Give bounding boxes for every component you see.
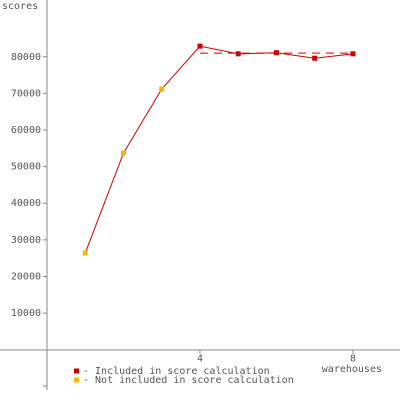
data-point xyxy=(235,51,241,57)
data-point xyxy=(350,51,356,57)
x-axis-label: warehouses xyxy=(322,364,382,375)
data-point xyxy=(82,250,88,256)
data-point xyxy=(159,86,165,92)
data-point xyxy=(312,55,318,61)
y-tick-label: 20000 xyxy=(11,271,41,282)
data-point xyxy=(197,43,203,49)
y-tick-label: 10000 xyxy=(11,308,41,319)
x-tick-label: 4 xyxy=(197,354,203,365)
legend-label: - Not included in score calculation xyxy=(83,375,294,386)
y-tick-label: 40000 xyxy=(11,198,41,209)
y-tick-label: 70000 xyxy=(11,88,41,99)
y-tick-label: 50000 xyxy=(11,162,41,173)
data-point xyxy=(273,50,279,56)
data-point xyxy=(120,150,126,156)
legend-swatch xyxy=(74,368,79,374)
x-tick-label: 8 xyxy=(350,354,356,365)
y-tick-label: 80000 xyxy=(11,52,41,63)
y-axis-label: scores xyxy=(2,1,38,12)
y-tick-label: 30000 xyxy=(11,235,41,246)
score-line xyxy=(84,45,354,254)
legend-swatch xyxy=(74,377,79,383)
legend-label: - Included in score calculation xyxy=(83,366,270,377)
y-tick-label: 60000 xyxy=(11,125,41,136)
